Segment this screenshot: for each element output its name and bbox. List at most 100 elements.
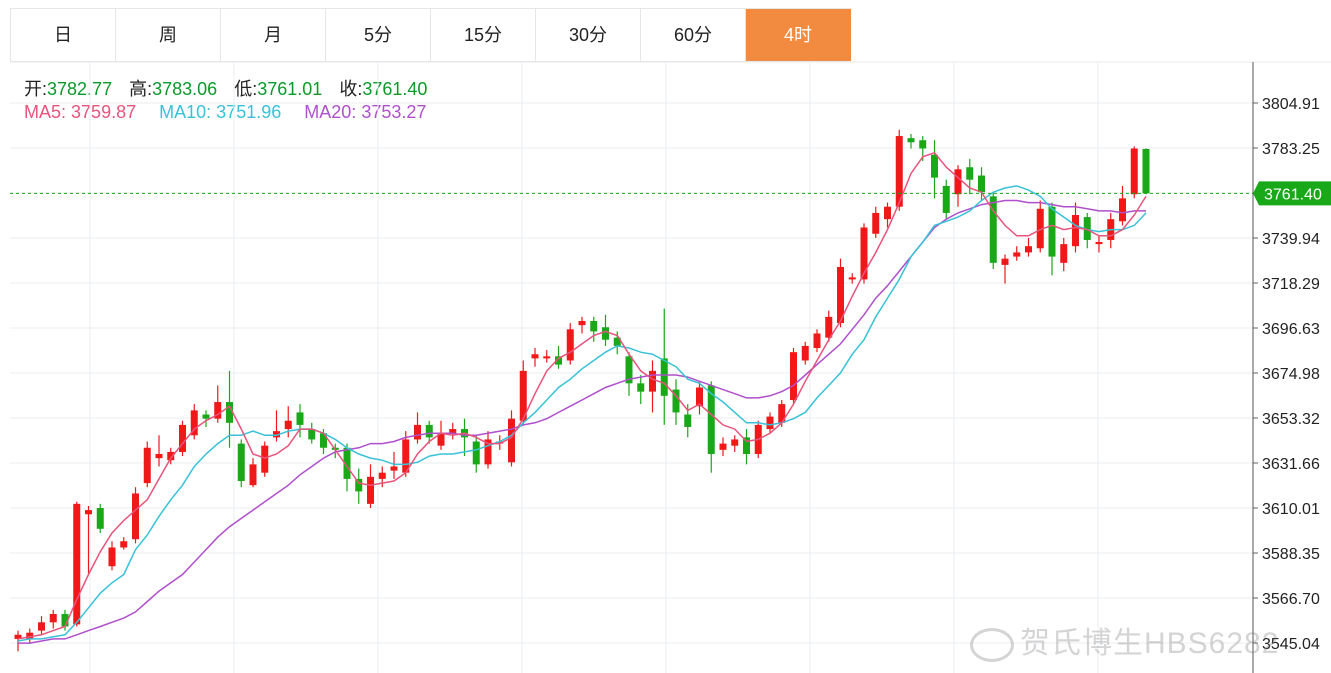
candle-body (989, 196, 997, 263)
candle-body (1060, 244, 1068, 263)
candle-body (931, 154, 938, 178)
ma5-line (17, 151, 1147, 640)
candle-body (132, 493, 139, 540)
candle-body (414, 424, 421, 440)
candle-body (143, 447, 151, 484)
tab-6[interactable]: 60分 (641, 9, 746, 61)
candle-body (73, 503, 81, 625)
close-value: 3761.40 (362, 79, 428, 99)
candle-body (425, 424, 433, 438)
ma5-value: 3759.87 (71, 102, 137, 122)
ma20-label: MA20: (304, 102, 357, 122)
open-label: 开: (24, 79, 48, 99)
ma10-value: 3751.96 (216, 102, 282, 122)
ma5-readout: MA5: 3759.87 (24, 102, 136, 122)
candle-body (1119, 198, 1126, 222)
ma10-label: MA10: (159, 102, 212, 122)
y-tick-label: 3610.01 (1262, 501, 1320, 518)
candle-body (320, 433, 327, 448)
candle-body (190, 410, 198, 436)
candle-body (378, 472, 386, 479)
weibo-logo-icon (970, 628, 1014, 663)
candle-body (1083, 217, 1091, 240)
candle-body (743, 437, 750, 454)
candle-body (1095, 242, 1103, 245)
tab-3[interactable]: 5分 (326, 9, 431, 61)
close-label: 收: (339, 79, 363, 99)
candle-body (226, 402, 233, 423)
candle-body (1072, 215, 1079, 247)
candle-body (355, 478, 363, 492)
ma10-readout: MA10: 3751.96 (159, 102, 281, 122)
candle-body (907, 138, 915, 143)
candle-body (801, 345, 809, 361)
tab-5[interactable]: 30分 (536, 9, 641, 61)
candle-body (660, 358, 668, 396)
y-tick-label: 3631.66 (1262, 456, 1320, 473)
candle-body (273, 431, 280, 438)
candle-body (237, 443, 245, 482)
y-tick-label: 3566.70 (1262, 591, 1320, 608)
candle-body (566, 329, 574, 361)
candle-body (437, 433, 445, 446)
ma10-line (17, 185, 1147, 642)
candle-body (884, 206, 891, 220)
candle-body (472, 441, 480, 465)
candle-body (1001, 258, 1009, 265)
last-price-label: 3761.40 (1264, 186, 1322, 203)
candle-body (954, 169, 962, 195)
candle-body (707, 385, 715, 454)
candle-body (390, 466, 398, 471)
candle-body (848, 277, 856, 280)
candle-body (837, 266, 844, 324)
candle-body (637, 383, 645, 392)
tab-0[interactable]: 日 (11, 9, 116, 61)
candle-body (613, 337, 621, 346)
candle-body (284, 420, 292, 430)
y-tick-label: 3783.25 (1262, 141, 1320, 158)
candle-body (14, 634, 22, 639)
candle-body (1130, 148, 1138, 195)
candle-body (602, 327, 609, 340)
candle-body (895, 136, 903, 207)
candle-body (1036, 208, 1044, 249)
candle-body (108, 547, 116, 567)
ohlc-readout: 开:3782.77 高:3783.06 低:3761.01 收:3761.40 (24, 75, 439, 101)
candle-body (449, 429, 457, 434)
candle-body (496, 441, 504, 444)
candle-body (96, 508, 104, 529)
tab-2[interactable]: 月 (221, 9, 326, 61)
candle-body (261, 445, 269, 473)
y-tick-label: 3739.94 (1262, 231, 1320, 248)
y-tick-label: 3653.32 (1262, 411, 1320, 428)
tab-4[interactable]: 15分 (431, 9, 536, 61)
last-price-tag (1253, 181, 1331, 206)
candle-body (249, 464, 257, 486)
timeframe-tabs: 日周月 5分 15分 30分 60分 4时 (10, 8, 851, 62)
tab-7[interactable]: 4时 (746, 9, 851, 61)
candle-body (1048, 206, 1056, 257)
candle-body (1013, 252, 1021, 257)
watermark: 贺氏博生HBS6282 (970, 618, 1280, 663)
candle-body (1025, 246, 1032, 253)
candle-body (214, 402, 222, 419)
candle-body (872, 212, 880, 234)
candle-body (825, 316, 833, 338)
candle-body (519, 370, 527, 421)
y-tick-label: 3696.63 (1262, 321, 1320, 338)
candle-body (919, 140, 927, 149)
candle-body (531, 354, 539, 359)
candle-body (813, 333, 821, 349)
y-tick-label: 3588.35 (1262, 546, 1320, 563)
y-tick-label: 3674.98 (1262, 366, 1320, 383)
candle-body (684, 414, 692, 427)
candle-body (202, 414, 210, 419)
candle-body (38, 622, 45, 631)
low-value: 3761.01 (257, 79, 323, 99)
watermark-text: 贺氏博生HBS6282 (1020, 627, 1280, 660)
high-value: 3783.06 (152, 79, 218, 99)
tab-1[interactable]: 周 (116, 9, 221, 61)
candle-body (860, 227, 868, 280)
candle-body (484, 439, 492, 465)
